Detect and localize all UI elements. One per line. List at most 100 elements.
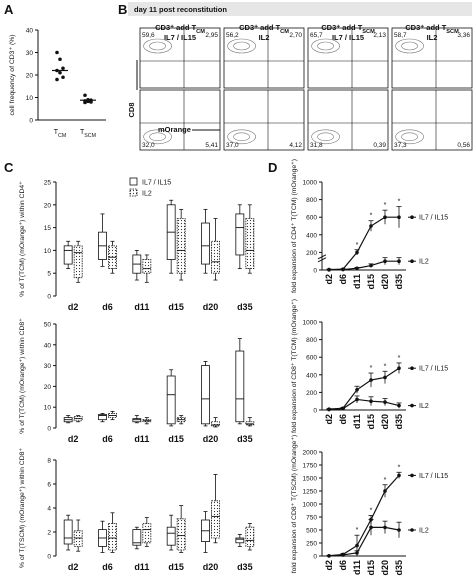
d-data-point [369, 263, 373, 268]
d-x-tick-label: d6 [338, 274, 348, 285]
c-box-il7-il15 [235, 537, 245, 544]
a-data-point [89, 100, 93, 104]
b-quadrant-ul: 65,7 [310, 32, 323, 39]
d-significance-star: * [384, 363, 387, 370]
d-y-tick-label: 200 [306, 250, 317, 257]
panel-b-facs: day 11 post reconstitution CD3⁺ add TCM IL… [127, 2, 473, 151]
d-y-tick-label: 800 [306, 197, 317, 204]
d-y-tick-label: 1250 [303, 489, 318, 496]
d-legend-marker [410, 528, 414, 532]
d-data-point [369, 224, 373, 228]
d-data-point [327, 407, 331, 412]
d-legend-label: IL2 [419, 528, 429, 535]
d-data-point [397, 403, 401, 408]
a-y-label: cell frequency of CD3⁺ (%) [9, 34, 16, 115]
d-data-point [355, 397, 359, 402]
panel-letter-b: B [118, 2, 127, 17]
d-legend-label: IL7 / IL15 [419, 215, 448, 222]
d-legend-marker [410, 403, 414, 408]
c-y-label: % of T(TCM) (mOrange⁺) within CD4⁺ [19, 181, 26, 297]
c-y-tick-label: 5 [47, 271, 51, 278]
c-box-il7-il15 [235, 213, 245, 256]
c-x-tick-label: d2 [68, 562, 79, 572]
d-data-point [397, 473, 401, 478]
b-density-contour [395, 38, 424, 54]
a-x-tick-label: TCM [54, 129, 66, 139]
b-col-subheader: IL2 [427, 33, 438, 42]
d-y-tick-label: 400 [306, 232, 317, 239]
b-title: day 11 post reconstitution [134, 5, 227, 14]
c-y-label: % of T(TSCM) (mOrange⁺) within CD8⁺ [19, 448, 26, 568]
b-col-header: CD3⁺ add TCM [239, 23, 289, 35]
b-density-contour [233, 41, 250, 51]
c-y-tick-label: 4 [47, 506, 51, 513]
d-data-point [341, 406, 345, 411]
c-box-il2 [245, 526, 255, 547]
a-data-point [61, 66, 65, 71]
b-plot-frame [139, 27, 221, 89]
b-col-subheader: IL7 / IL15 [332, 33, 364, 42]
d-x-tick-label: d35 [394, 560, 404, 576]
d-axis-break [317, 257, 327, 263]
d-significance-star: * [398, 355, 401, 362]
c-y-tick-label: 25 [44, 180, 52, 187]
c-legend-label: IL2 [142, 191, 152, 198]
d-data-point [397, 366, 401, 371]
d-series-line-il2 [328, 398, 400, 411]
d-x-tick-label: d15 [366, 560, 376, 576]
d-data-point [355, 250, 359, 255]
b-quadrant-lr: 5,41 [205, 142, 218, 149]
d-y-tick-label: 1000 [303, 320, 318, 327]
d-data-point [355, 387, 359, 392]
b-x-axis-label: mOrange [158, 125, 191, 134]
b-quadrant-ul: 58,7 [394, 32, 407, 39]
d-significance-star: * [370, 213, 373, 220]
d-legend-marker [410, 259, 414, 264]
d-data-point [397, 259, 401, 264]
d-x-tick-label: d35 [394, 274, 404, 290]
d-significance-star: * [370, 365, 373, 372]
c-y-tick-label: 10 [44, 405, 52, 412]
c-x-tick-label: d2 [68, 302, 79, 312]
c-x-tick-label: d2 [68, 434, 79, 444]
c-y-tick-label: 8 [47, 458, 51, 465]
d-y-tick-label: 0 [313, 554, 317, 561]
c-box-il2 [211, 500, 220, 539]
b-quadrant-lr: 0,56 [457, 142, 470, 149]
c-x-tick-label: d11 [134, 302, 149, 312]
a-data-point [83, 93, 87, 98]
b-title-bar [128, 2, 472, 16]
b-quadrant-ur: 2,13 [373, 32, 386, 39]
c-box-il7-il15 [166, 375, 176, 425]
d-x-tick-label: d15 [366, 414, 376, 430]
d-y-label: fold expansion of CD8⁺ T(TSCM) (mOrange⁺… [291, 435, 298, 574]
b-quadrant-lr: 0,39 [373, 142, 386, 149]
c-box-il7-il15 [98, 414, 107, 421]
b-quadrant-ll: 37,3 [394, 142, 407, 149]
panel-c2-boxplot: 0 10 20 30 40 50 % of T(TCM) (mOrange⁺) within… [19, 318, 255, 444]
panel-c1-boxplot: 0 5 10 15 20 25 % of T(TCM) (mOrange⁺) within … [19, 177, 255, 312]
d-x-tick-label: d2 [324, 274, 334, 285]
c-x-tick-label: d15 [168, 302, 184, 312]
a-y-tick-label: 0 [29, 118, 33, 125]
panel-d3-line: 0 250 500 750 1000 1250 1500 1750 2000 fold expan… [291, 435, 448, 576]
c-x-tick-label: d15 [168, 434, 184, 444]
a-x-tick-label: TSCM [80, 129, 96, 139]
a-data-point [83, 100, 87, 105]
c-box-il2 [73, 245, 83, 279]
panel-letter-a: A [4, 2, 14, 17]
d-x-tick-label: d15 [366, 274, 376, 290]
c-legend-label: IL7 / IL15 [142, 180, 171, 187]
d-y-tick-label: 2000 [303, 450, 318, 457]
c-legend-swatch-il7 [129, 177, 138, 186]
c-x-tick-label: d35 [237, 434, 253, 444]
d-data-point [327, 554, 331, 558]
b-col-header: CD3⁺ add TCM [155, 23, 205, 35]
d-x-tick-label: d20 [380, 560, 390, 576]
c-y-tick-label: 0 [47, 554, 51, 561]
d-legend-label: IL2 [419, 403, 429, 410]
d-series-line-il2 [328, 260, 399, 271]
d-data-point [397, 215, 401, 219]
c-box-il2 [142, 523, 152, 544]
b-density-contour [227, 38, 256, 54]
